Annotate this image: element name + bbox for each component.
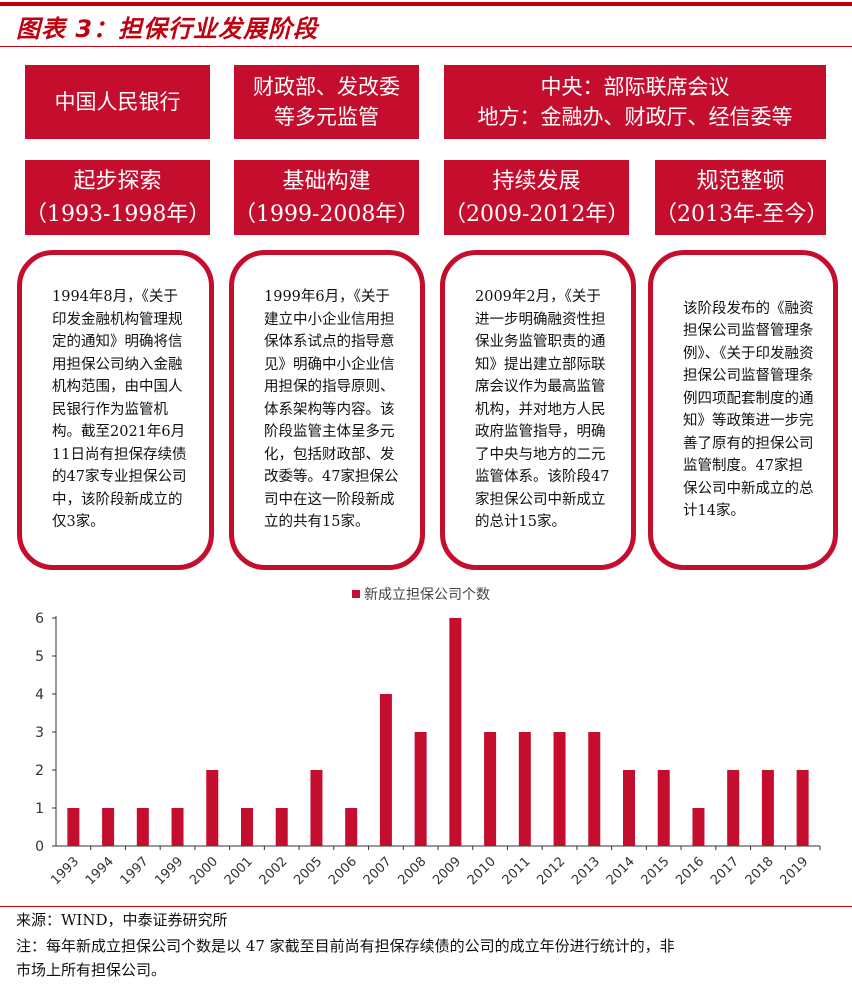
stage-name: 持续发展 (492, 168, 581, 194)
stage-description-3: 2009年2月，《关于进一步明确融资性担保业务监管职责的通知》提出建立部际联席会… (440, 250, 636, 570)
stage-name: 起步探索 (73, 168, 162, 194)
stage-description-text: 1994年8月，《关于印发金融机构管理规定的通知》明确将信用担保公司纳入金融机构… (52, 289, 187, 531)
x-tick-label: 2006 (326, 854, 360, 888)
bar (414, 732, 427, 846)
x-tick-label: 2012 (534, 854, 568, 888)
x-tick-label: 2013 (569, 854, 603, 888)
bar (796, 770, 809, 846)
bar (727, 770, 740, 846)
stage-period: （2009-2012年） (444, 201, 630, 227)
x-tick-label: 2008 (395, 854, 429, 888)
x-tick-label: 1999 (152, 854, 186, 888)
regulator-box-central-local: 中央：部际联席会议 地方：金融办、财政厅、经信委等 (444, 65, 826, 139)
title-bottom-rule (0, 46, 852, 47)
bar (379, 694, 392, 846)
bar (761, 770, 774, 846)
x-tick-label: 2016 (673, 854, 707, 888)
stage-name: 规范整顿 (696, 168, 785, 194)
x-tick-label: 2014 (604, 854, 638, 888)
bar (241, 808, 253, 846)
stage-description-1: 1994年8月，《关于印发金融机构管理规定的通知》明确将信用担保公司纳入金融机构… (17, 250, 214, 570)
x-tick-label: 1994 (83, 854, 117, 888)
x-tick-label: 2017 (708, 854, 742, 888)
bar (518, 732, 531, 846)
x-tick-label: 2011 (500, 854, 534, 888)
title-top-rule (0, 2, 852, 6)
y-tick-label: 3 (35, 725, 44, 741)
figure-title: 图表 3：担保行业发展阶段 (16, 15, 319, 43)
regulator-box-pboc: 中国人民银行 (25, 65, 210, 139)
stage-description-4: 该阶段发布的《融资担保公司监督管理条例》、《关于印发融资担保公司监督管理条例四项… (648, 250, 838, 570)
stage-description-text: 1999年6月，《关于建立中小企业信用担保体系试点的指导意见》明确中小企业信用担… (264, 289, 399, 531)
stage-header-3: 持续发展 （2009-2012年） (444, 160, 629, 235)
bar (449, 618, 462, 846)
x-tick-label: 2009 (430, 854, 464, 888)
bar (623, 770, 635, 846)
bar (692, 808, 705, 846)
y-tick-label: 4 (35, 687, 44, 703)
x-tick-label: 2015 (639, 854, 673, 888)
regulator-label: 中国人民银行 (54, 90, 181, 114)
figure-title-bar: 图表 3：担保行业发展阶段 (0, 0, 852, 48)
stage-name: 基础构建 (282, 168, 371, 194)
x-tick-label: 2000 (187, 854, 221, 888)
x-tick-label: 1993 (48, 854, 82, 888)
x-tick-label: 2001 (222, 854, 256, 888)
footer-note-line-2: 市场上所有担保公司。 (16, 961, 167, 979)
footer-note-line-1: 注：每年新成立担保公司个数是以 47 家截至目前尚有担保存续债的公司的成立年份进… (16, 937, 675, 955)
bar (588, 732, 601, 846)
bar (136, 808, 149, 846)
x-tick-label: 2019 (777, 854, 811, 888)
bar (102, 808, 115, 846)
y-tick-label: 5 (35, 649, 44, 665)
stage-description-text: 2009年2月，《关于进一步明确融资性担保业务监管职责的通知》提出建立部际联席会… (475, 289, 610, 531)
x-tick-label: 2005 (291, 854, 325, 888)
x-tick-label: 2018 (743, 854, 777, 888)
new-guarantee-companies-bar-chart: 新成立担保公司个数 0 1 2 3 4 5 6 1993 1994 1997 1999 2000 2001… (35, 587, 821, 888)
x-tick-label: 2002 (257, 854, 291, 888)
stage-period: （1993-1998年） (25, 201, 211, 227)
bar (171, 808, 184, 846)
footer-source: 来源：WIND，中泰证券研究所 (16, 911, 228, 929)
y-tick-label: 1 (35, 801, 44, 817)
bar (275, 808, 288, 846)
y-tick-label: 6 (35, 611, 44, 627)
legend-label: 新成立担保公司个数 (364, 587, 490, 603)
regulator-box-multi: 财政部、发改委 等多元监管 (234, 65, 419, 139)
bar (657, 770, 670, 846)
bar (206, 770, 219, 846)
stage-period: （2013年-至今） (655, 201, 829, 227)
x-tick-label: 1997 (118, 854, 152, 888)
stage-header-2: 基础构建 （1999-2008年） (234, 160, 419, 235)
stage-period: （1999-2008年） (234, 201, 420, 227)
regulator-label: 中央：部际联席会议 地方：金融办、财政厅、经信委等 (477, 75, 793, 129)
x-tick-label: 2007 (361, 854, 395, 888)
stage-description-text: 该阶段发布的《融资担保公司监督管理条例》、《关于印发融资担保公司监督管理条例四项… (683, 300, 814, 520)
bar (67, 808, 80, 846)
footer-rule (0, 906, 852, 907)
stage-header-1: 起步探索 （1993-1998年） (25, 160, 210, 235)
bar (310, 770, 323, 846)
legend-swatch (352, 590, 360, 598)
regulator-label: 财政部、发改委 等多元监管 (253, 75, 400, 129)
bar (345, 808, 358, 846)
bar (484, 732, 497, 846)
bar (553, 732, 566, 846)
stage-description-2: 1999年6月，《关于建立中小企业信用担保体系试点的指导意见》明确中小企业信用担… (229, 250, 425, 570)
y-tick-label: 0 (35, 839, 44, 855)
x-tick-label: 2010 (465, 854, 499, 888)
y-tick-label: 2 (35, 763, 44, 779)
stage-header-4: 规范整顿 （2013年-至今） (655, 160, 829, 235)
